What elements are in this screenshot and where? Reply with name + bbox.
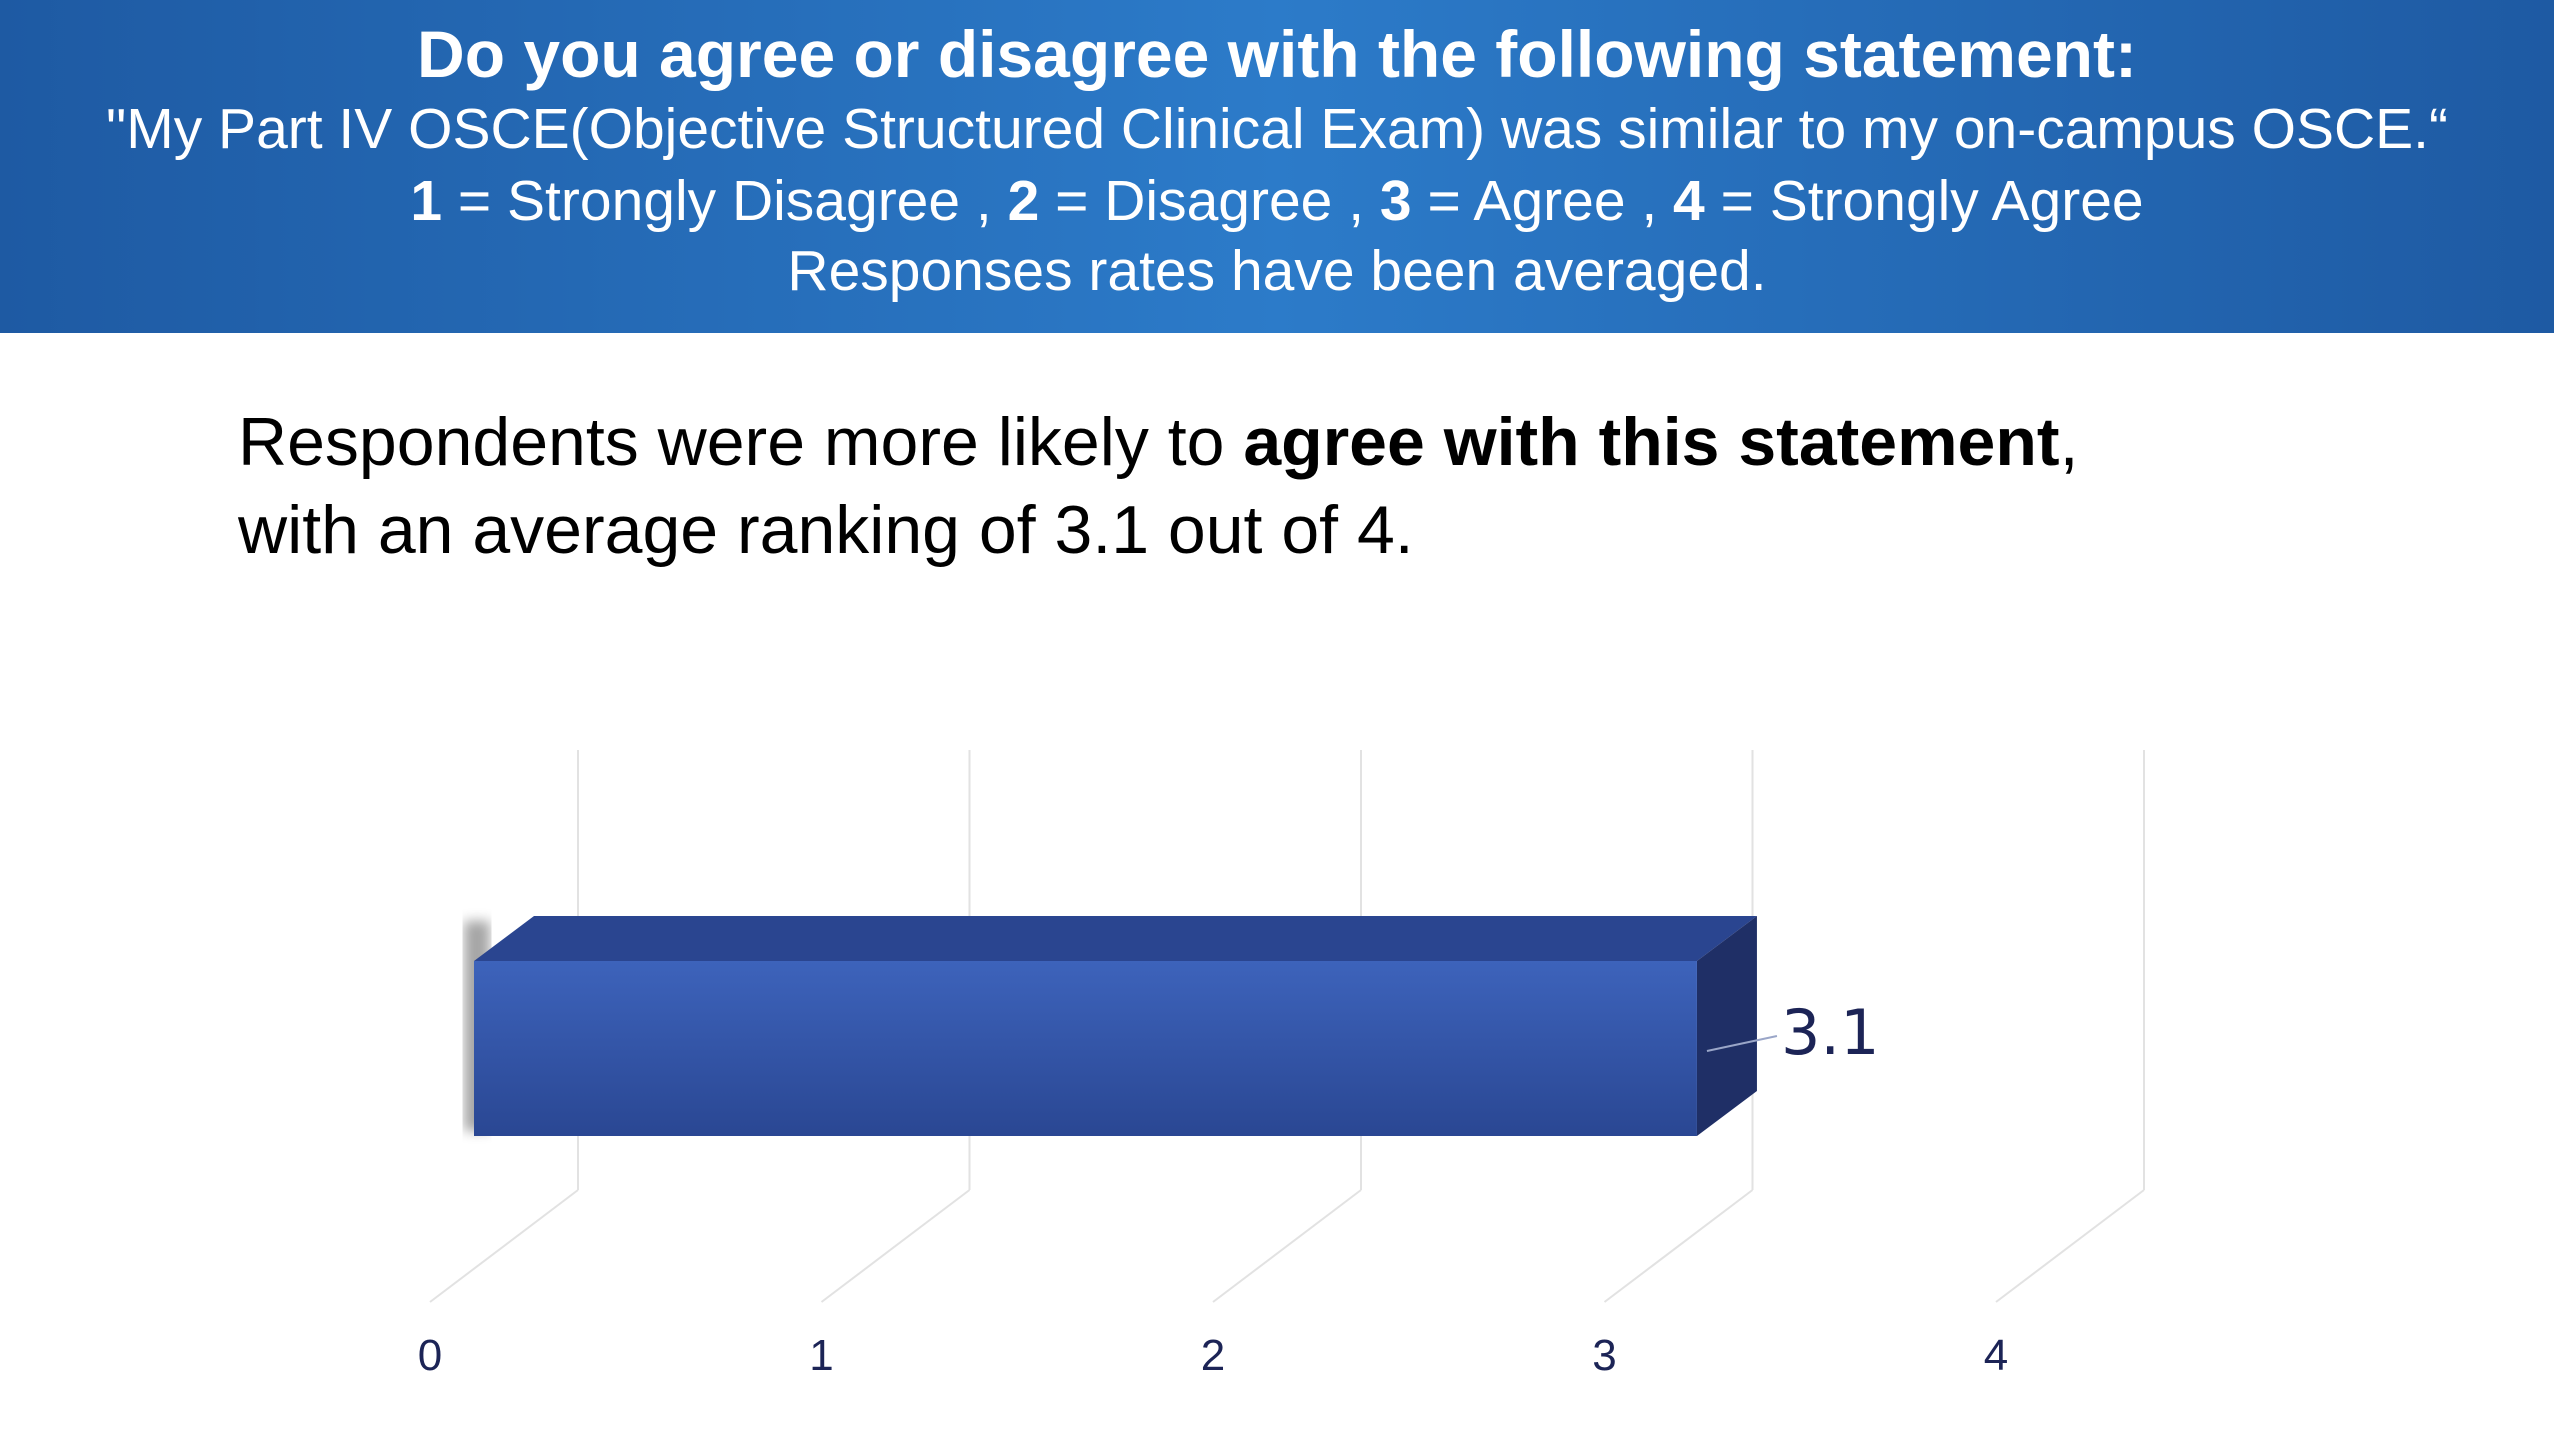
bar-side-face	[1696, 916, 1757, 1136]
scale-legend: 1 = Strongly Disagree , 2 = Disagree , 3…	[0, 166, 2554, 236]
gridline-floor-1	[820, 1189, 971, 1303]
gridline-floor-4	[1995, 1189, 2145, 1303]
scale-text-3: = Agree ,	[1411, 169, 1674, 233]
x-tick-label: 3	[1592, 1331, 1616, 1380]
summary-emphasis: agree with this statement	[1243, 404, 2060, 480]
summary-text: Respondents were more likely to agree wi…	[238, 398, 2338, 574]
data-label-leader	[1706, 1035, 1778, 1052]
scale-text-4: = Strongly Agree	[1704, 169, 2144, 233]
bar-top-face	[474, 916, 1757, 961]
summary-line2: with an average ranking of 3.1 out of 4.	[238, 492, 1414, 568]
scale-num-1: 1	[410, 169, 443, 233]
scale-num-3: 3	[1379, 169, 1412, 233]
chart-labels: 0 1 2 3 4 3.1	[418, 996, 2008, 1380]
chart-bars	[464, 916, 1757, 1136]
scale-num-2: 2	[1007, 169, 1040, 233]
scale-num-4: 4	[1673, 169, 1705, 233]
gridline-floor-3	[1603, 1189, 1754, 1303]
summary-part1: Respondents were more likely to	[238, 404, 1244, 480]
x-tick-label: 1	[809, 1331, 833, 1380]
bar	[474, 961, 1697, 1136]
question-title: Do you agree or disagree with the follow…	[417, 17, 2137, 91]
statement-text: "My Part IV OSCE(Objective Structured Cl…	[106, 97, 2448, 161]
question-banner: Do you agree or disagree with the follow…	[0, 0, 2554, 333]
averaging-note: Responses rates have been averaged.	[787, 239, 1767, 303]
gridline-floor-2	[1212, 1189, 1362, 1303]
summary-part2: ,	[2059, 404, 2079, 480]
data-label: 3.1	[1781, 996, 1880, 1069]
x-tick-label: 2	[1201, 1331, 1225, 1380]
gridline-floor-0	[429, 1189, 579, 1303]
x-tick-label: 4	[1984, 1331, 2008, 1380]
scale-text-2: = Disagree ,	[1039, 169, 1380, 233]
x-tick-label: 0	[418, 1331, 442, 1380]
scale-text-1: = Strongly Disagree ,	[442, 169, 1008, 233]
